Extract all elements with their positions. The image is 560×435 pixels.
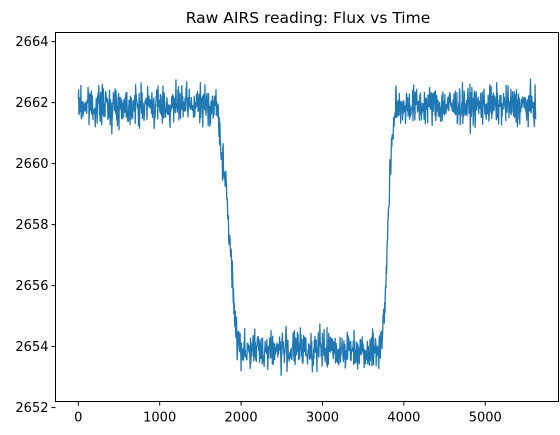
x-tick-label: 5000 (469, 411, 502, 426)
y-tick-label: 2656 (15, 279, 48, 294)
x-axis: 0 1000 2000 3000 4000 5000 (74, 401, 502, 426)
x-tick-label: 0 (74, 411, 82, 426)
y-tick-label: 2664 (15, 35, 48, 50)
flux-series-line (77, 78, 537, 376)
y-tick-label: 2662 (15, 96, 48, 111)
x-tick-label: 3000 (306, 411, 339, 426)
x-tick-label: 1000 (143, 411, 176, 426)
axes-frame (55, 32, 559, 402)
x-tick-label: 4000 (387, 411, 420, 426)
plot-area (77, 78, 537, 376)
y-tick-label: 2654 (15, 340, 48, 355)
y-tick-label: 2660 (15, 157, 48, 172)
y-tick-label: 2652 (15, 401, 48, 416)
y-tick-label: 2658 (15, 218, 48, 233)
chart-title: Raw AIRS reading: Flux vs Time (186, 9, 431, 27)
y-axis: 2652 2654 2656 2658 2660 2662 2664 (15, 35, 56, 416)
x-tick-label: 2000 (225, 411, 258, 426)
